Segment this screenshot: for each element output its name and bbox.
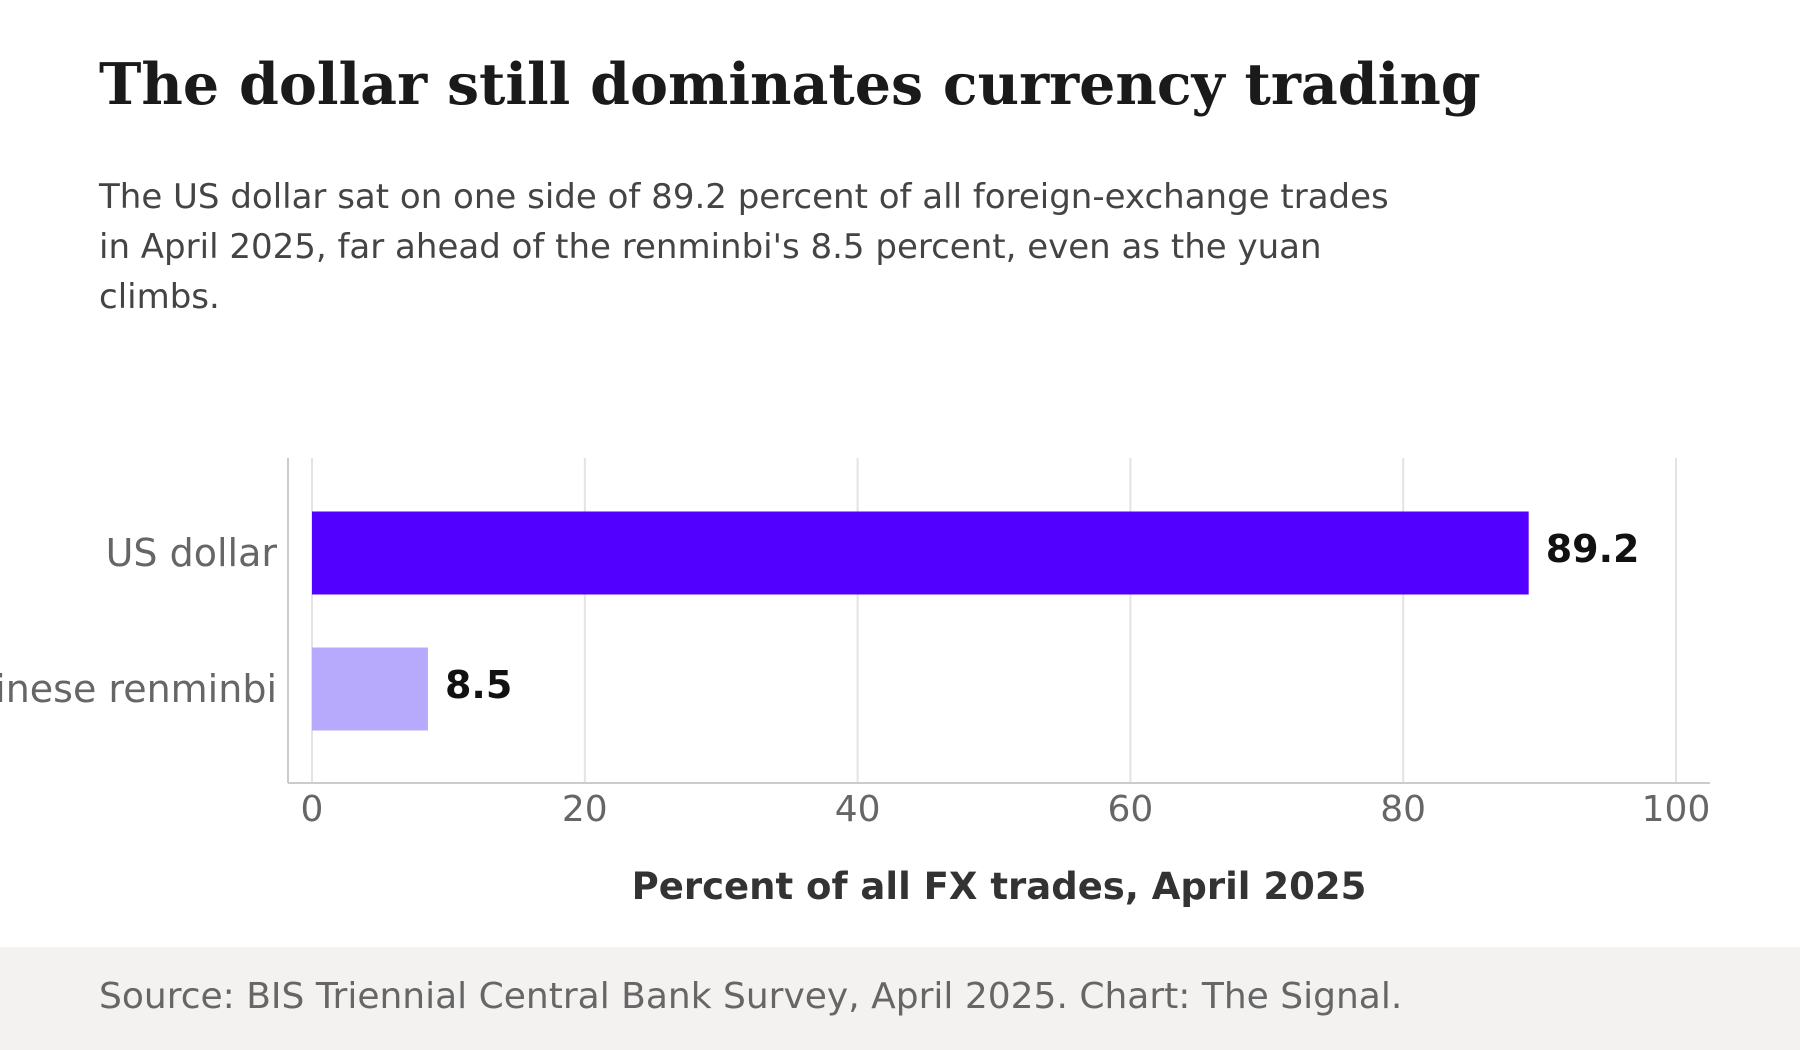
bar-us-dollar [312,511,1529,595]
data-label: 89.2 [1546,527,1640,571]
x-tick-label-60: 60 [1107,789,1153,830]
labels: 0 20 40 60 80 100 US dollar 89.2 Chinese renminb… [0,527,1710,830]
x-tick-label-0: 0 [301,789,324,830]
x-axis-title: Percent of all FX trades, April 2025 [632,865,1367,908]
x-tick-label-100: 100 [1642,789,1711,830]
bar-chart: 0 20 40 60 80 100 US dollar 89.2 Chinese renminb… [0,458,1710,908]
chart-subtitle: The US dollar sat on one side of 89.2 pe… [99,177,1389,317]
chart-title: The dollar still dominates currency trad… [99,51,1481,118]
source-note: Source: BIS Triennial Central Bank Surve… [99,976,1403,1017]
axes [287,458,1710,784]
grid-lines [311,458,1677,782]
x-tick-label-20: 20 [562,789,608,830]
footer: Source: BIS Triennial Central Bank Surve… [0,947,1800,1050]
bars [312,511,1529,731]
x-tick-label-80: 80 [1380,789,1426,830]
y-category-label: US dollar [106,531,278,575]
bar-chinese-renminbi [312,647,428,731]
x-tick-label-40: 40 [835,789,881,830]
data-label: 8.5 [445,663,512,707]
y-category-label: Chinese renminbi [0,667,277,711]
